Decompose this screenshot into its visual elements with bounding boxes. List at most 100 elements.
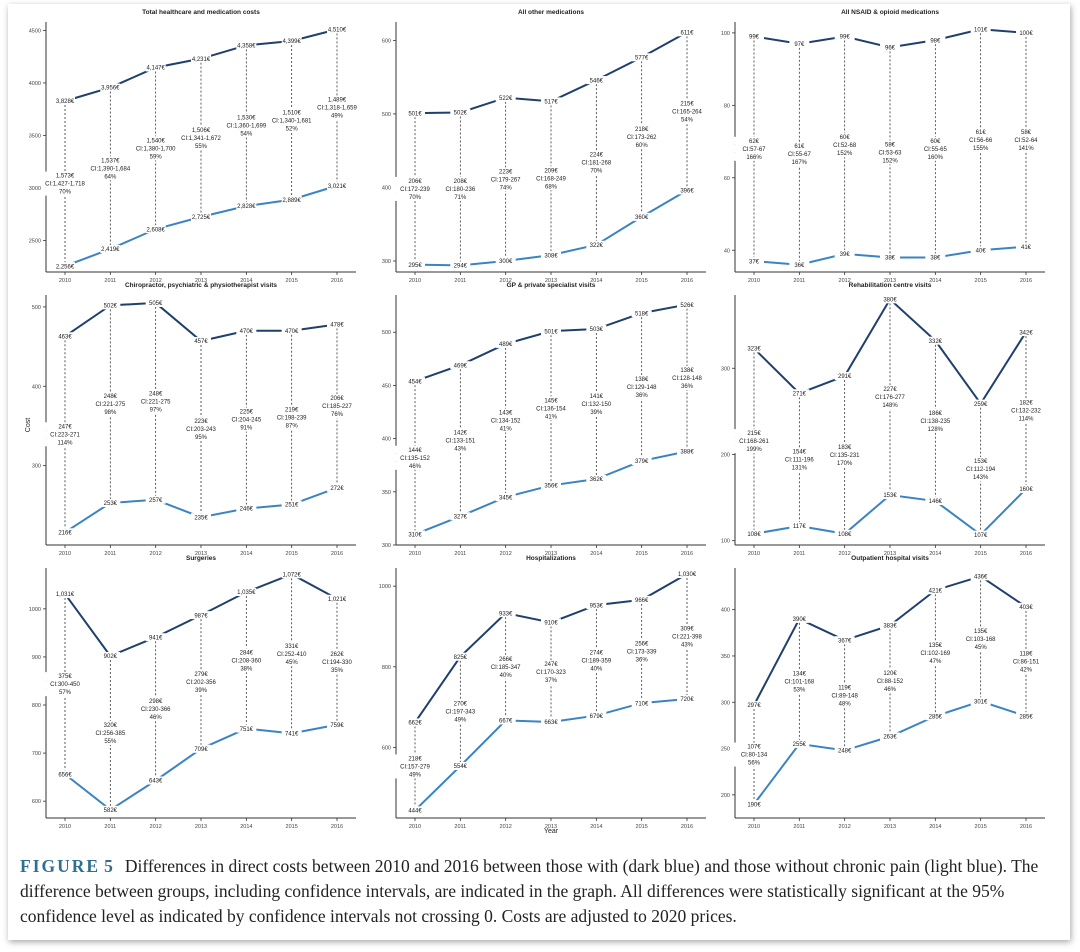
- difference-value: 1,540€: [146, 138, 165, 144]
- point-label-background: [970, 572, 991, 581]
- point-label-chronic-pain: 902€: [104, 654, 118, 660]
- x-tick-label: 2014: [929, 551, 941, 557]
- point-label-background: [1016, 712, 1036, 721]
- point-label-chronic-pain: 342€: [1019, 330, 1033, 336]
- point-label-background: [970, 25, 991, 34]
- difference-ci: CI:1,341-1,672: [181, 136, 221, 142]
- point-label-background: [191, 54, 211, 63]
- difference-ci: CI:197-343: [445, 709, 475, 715]
- point-label-background: [281, 729, 302, 738]
- point-label-chronic-pain: 1,072€: [282, 572, 301, 578]
- x-tick-label: 2015: [286, 278, 298, 284]
- x-tick-label: 2010: [409, 551, 421, 557]
- difference-pct: 97%: [150, 407, 163, 413]
- point-label-chronic-pain: 825€: [454, 655, 468, 661]
- difference-pct: 59%: [150, 154, 163, 160]
- annotation-background: [314, 649, 360, 658]
- annotation-background: [573, 648, 620, 657]
- x-tick-label: 2011: [104, 551, 116, 557]
- point-label-chronic-pain: 463€: [58, 334, 72, 340]
- point-label-background: [970, 399, 991, 408]
- annotation-background: [618, 133, 665, 142]
- annotation-background: [87, 720, 134, 729]
- point-label-background: [834, 529, 855, 538]
- point-label-chronic-pain: 403€: [1019, 605, 1033, 611]
- point-label-background: [880, 491, 900, 499]
- point-label-chronic-pain: 97€: [794, 42, 805, 48]
- point-label-chronic-pain: 271€: [793, 391, 807, 397]
- annotation-background: [867, 393, 913, 402]
- point-label-chronic-pain: 469€: [454, 363, 468, 369]
- difference-value: 134€: [793, 671, 807, 677]
- x-tick-label: 2010: [59, 824, 71, 830]
- difference-pct: 55%: [195, 144, 208, 150]
- point-label-no-chronic-pain: 36€: [794, 263, 805, 269]
- y-axis-title: Cost: [25, 418, 32, 432]
- annotation-background: [42, 187, 88, 196]
- difference-pct: 46%: [150, 715, 163, 721]
- annotation-background: [664, 640, 710, 649]
- y-tick-label: 400: [382, 437, 391, 443]
- x-tick-label: 2011: [454, 824, 466, 830]
- difference-value: 247€: [58, 424, 72, 430]
- point-label-no-chronic-pain: 248€: [838, 749, 852, 755]
- chart-title: Total healthcare and medication costs: [142, 9, 260, 16]
- difference-ci: CI:230-366: [141, 707, 171, 713]
- difference-ci: CI:133-151: [445, 439, 475, 445]
- point-label-no-chronic-pain: 300€: [499, 259, 513, 265]
- point-label-chronic-pain: 522€: [499, 96, 513, 102]
- chart-panel: GP & private specialist visits 300 350 400 4…: [382, 282, 710, 557]
- x-tick-label: 2012: [500, 551, 512, 557]
- difference-value: 270€: [454, 701, 468, 707]
- point-label-background: [145, 225, 166, 234]
- y-tick-label: 100: [721, 539, 730, 545]
- point-label-no-chronic-pain: 679€: [590, 714, 604, 720]
- x-tick-label: 2013: [195, 278, 207, 284]
- annotation-background: [912, 416, 959, 425]
- chart-panel: Total healthcare and medication costs 250…: [29, 9, 360, 284]
- point-label-chronic-pain: 4,510€: [328, 28, 347, 34]
- difference-pct: 37%: [545, 678, 558, 684]
- point-label-no-chronic-pain: 667€: [499, 719, 513, 725]
- point-label-no-chronic-pain: 356€: [544, 484, 558, 490]
- annotation-background: [528, 182, 574, 191]
- difference-value: 1,537€: [101, 158, 120, 164]
- x-tick-label: 2012: [150, 551, 162, 557]
- point-label-chronic-pain: 546€: [590, 78, 604, 84]
- point-label-background: [541, 327, 561, 336]
- difference-ci: CI:203-243: [186, 427, 216, 433]
- difference-value: 153€: [974, 459, 988, 465]
- difference-pct: 56%: [748, 761, 761, 767]
- difference-value: 142€: [454, 431, 468, 437]
- annotation-background: [42, 680, 88, 689]
- point-label-no-chronic-pain: 257€: [149, 498, 163, 504]
- point-label-chronic-pain: 941€: [149, 635, 163, 641]
- annotation-background: [573, 400, 620, 409]
- difference-value: 223€: [499, 169, 513, 175]
- point-label-background: [281, 570, 302, 579]
- difference-value: 60€: [840, 135, 851, 141]
- difference-pct: 166%: [746, 155, 762, 161]
- difference-value: 206€: [330, 396, 344, 402]
- difference-value: 218€: [635, 127, 649, 133]
- annotation-background: [731, 152, 777, 161]
- point-label-background: [191, 337, 211, 346]
- annotation-background: [528, 166, 574, 175]
- difference-ci: CI:53-63: [878, 150, 902, 156]
- difference-pct: 35%: [331, 668, 344, 674]
- annotation-background: [132, 712, 179, 721]
- annotation-background: [821, 133, 868, 142]
- point-label-chronic-pain: 1,021€: [328, 597, 347, 603]
- annotation-background: [664, 107, 710, 116]
- x-tick-label: 2010: [409, 824, 421, 830]
- annotation-background: [821, 442, 868, 451]
- annotation-background: [392, 176, 438, 185]
- x-tick-label: 2013: [884, 551, 896, 557]
- difference-value: 248€: [104, 394, 118, 400]
- difference-ci: CI:208-360: [231, 658, 261, 664]
- point-label-background: [1016, 602, 1036, 611]
- point-label-background: [744, 701, 764, 710]
- x-tick-label: 2014: [590, 278, 602, 284]
- x-tick-label: 2016: [681, 824, 693, 830]
- x-tick-label: 2014: [590, 824, 602, 830]
